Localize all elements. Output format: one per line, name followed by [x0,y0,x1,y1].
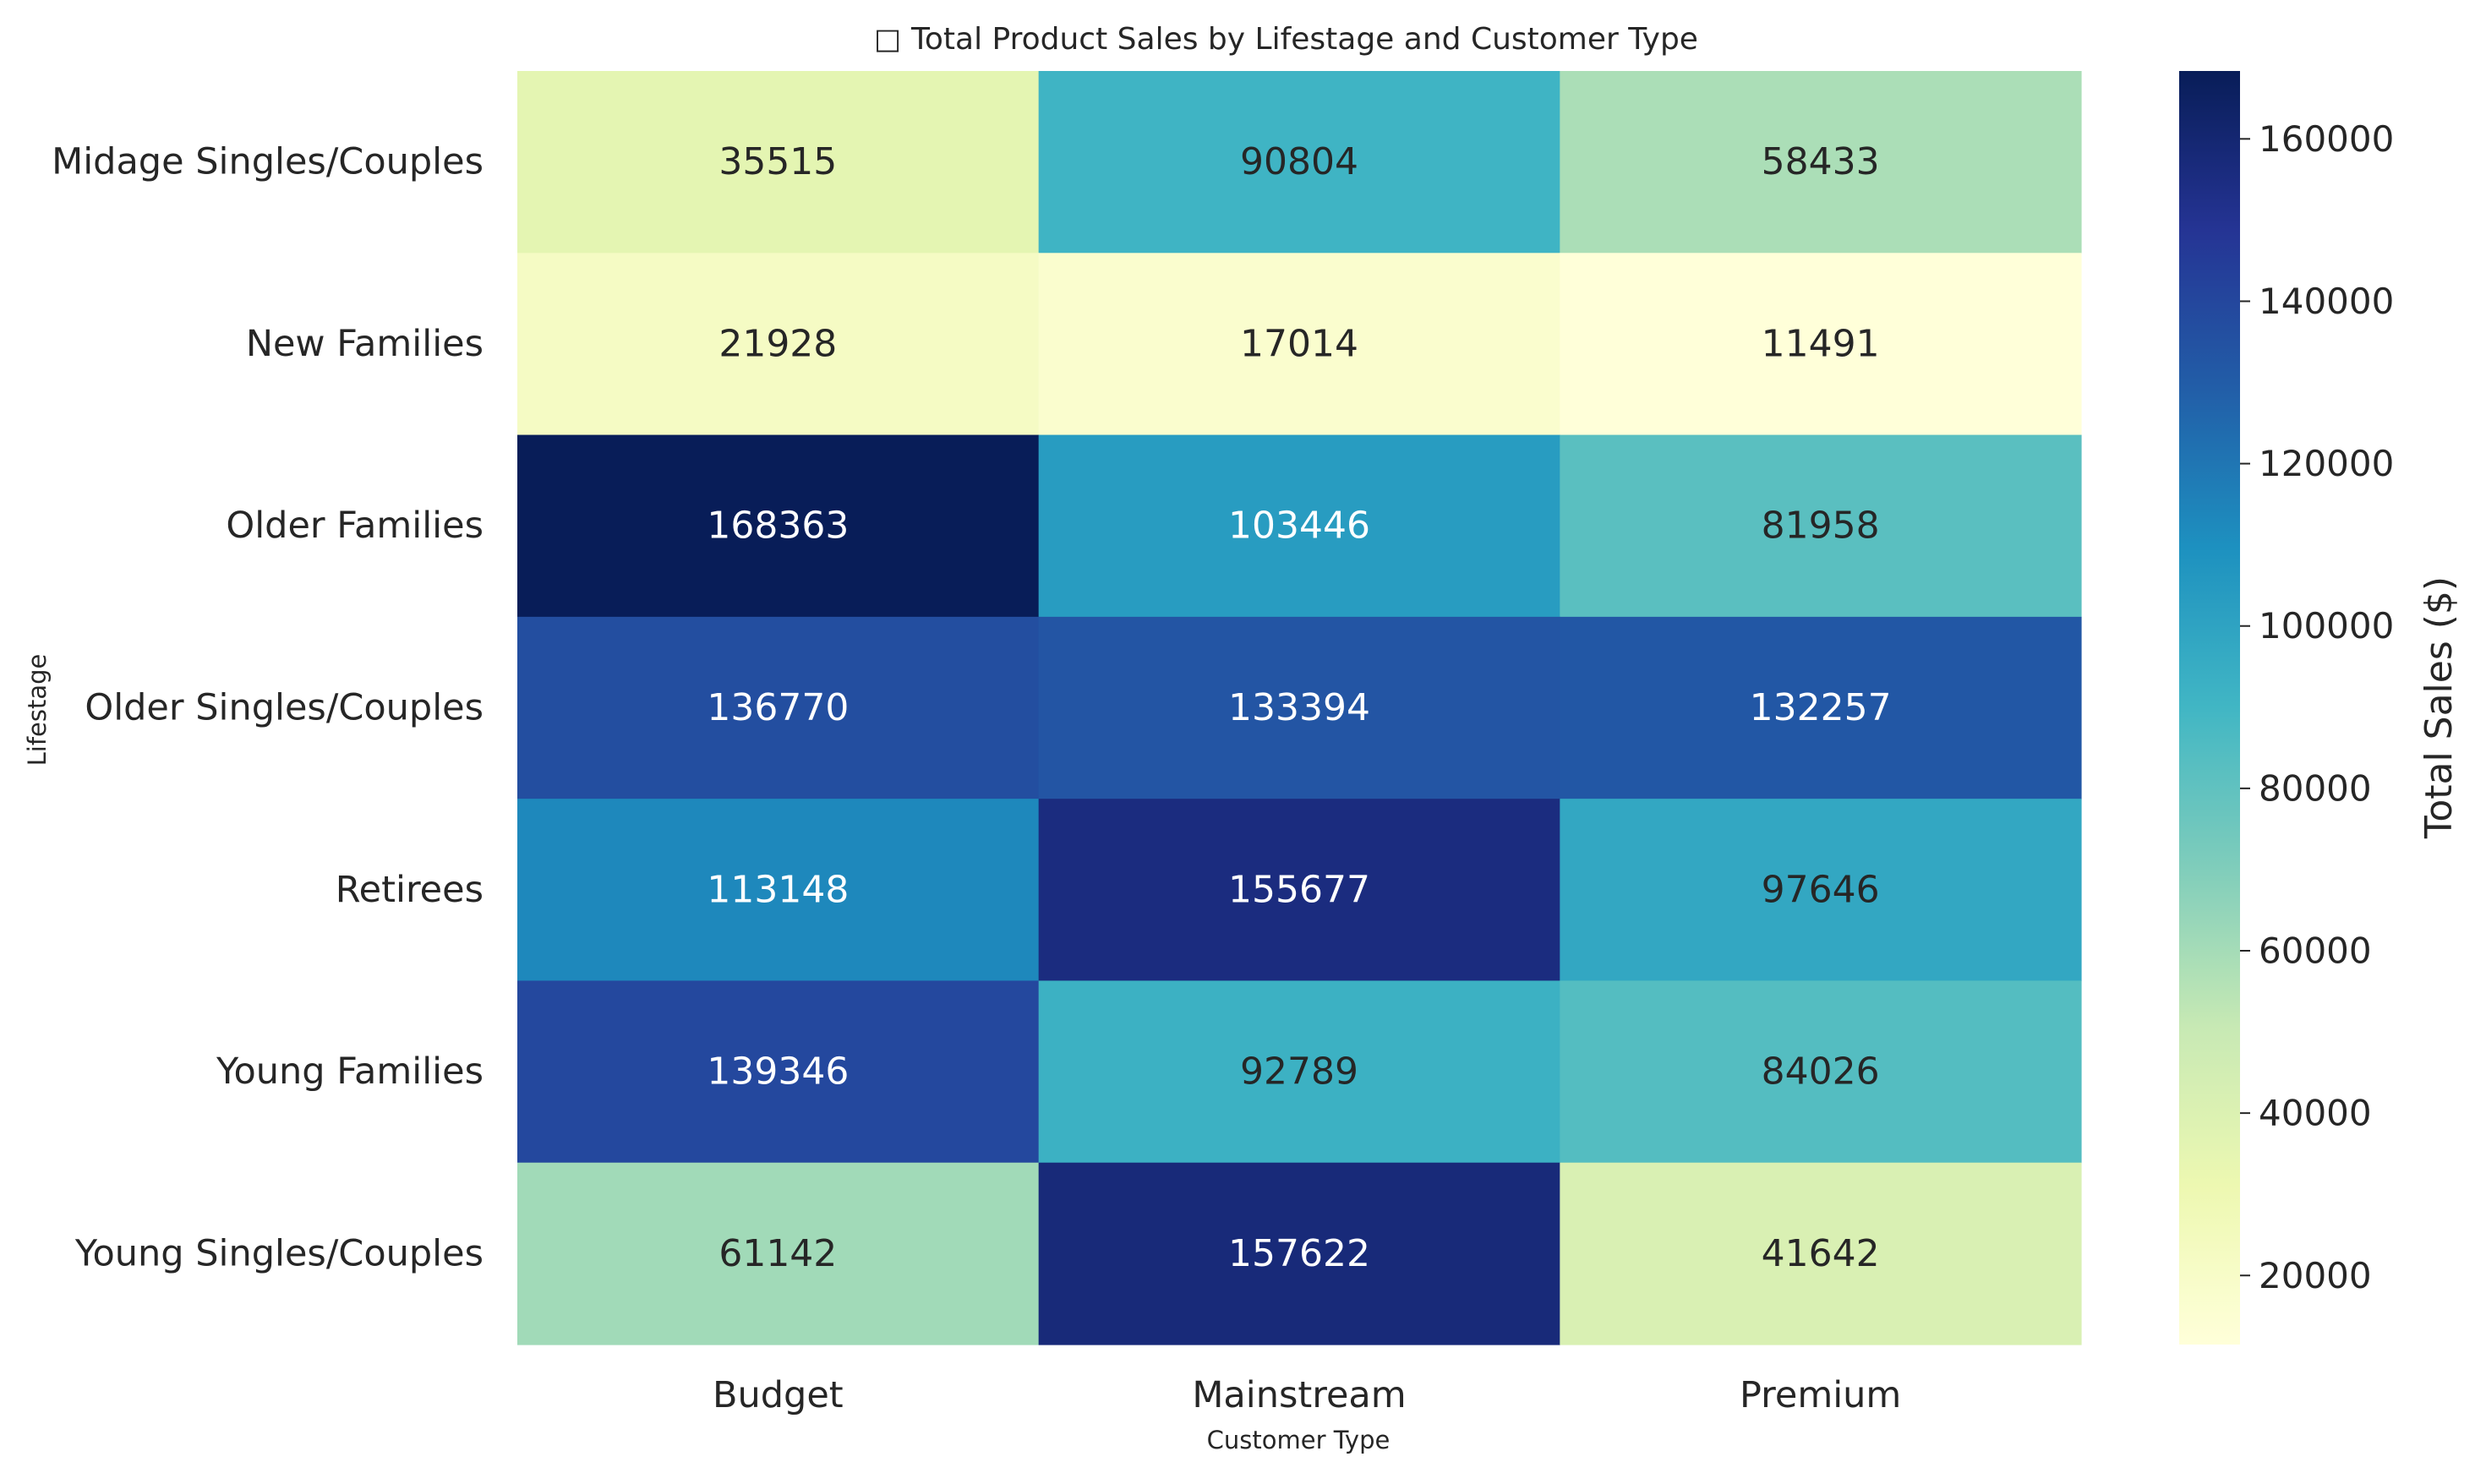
cell-value-label: 35515 [718,140,837,183]
y-tick-label: Midage Singles/Couples [52,141,484,183]
colorbar-tick-label: 100000 [2259,605,2394,647]
cell-value-label: 58433 [1762,140,1880,183]
colorbar-tick-label: 20000 [2259,1255,2372,1296]
heatmap-cell [1560,434,2082,618]
heatmap-cell [517,71,1040,254]
x-tick-label: Premium [1740,1374,1901,1416]
y-tick-label: Young Singles/Couples [74,1232,484,1274]
y-tick-label: New Families [246,323,484,365]
cell-value-label: 168363 [707,505,849,548]
colorbar-tick-label: 140000 [2259,281,2394,322]
x-tick-label: Budget [713,1374,844,1416]
missing-glyph-icon: □ [874,23,901,57]
y-tick-label: Older Families [226,505,484,547]
heatmap-cells [517,71,2082,1345]
chart-title: □ Total Product Sales by Lifestage and C… [874,22,1698,57]
cell-value-label: 97646 [1762,868,1880,911]
heatmap-cell [1038,980,1560,1164]
cell-value-label: 11491 [1762,322,1880,365]
colorbar-gradient [2179,71,2240,1345]
y-tick-label: Older Singles/Couples [85,687,484,729]
y-axis-label: Lifestage [23,654,52,767]
y-axis-tick-labels: Midage Singles/Couples New Families Older … [52,141,484,1275]
cell-value-label: 139346 [707,1050,849,1094]
heatmap-cell [517,1162,1040,1345]
cell-value-label: 103446 [1228,505,1370,548]
heatmap-cell [517,616,1040,799]
heatmap-cell [1038,1162,1560,1345]
colorbar-tick-label: 120000 [2259,443,2394,484]
cell-value-label: 157622 [1228,1232,1370,1275]
cell-value-label: 84026 [1762,1050,1880,1094]
cell-value-label: 113148 [707,868,849,911]
chart-title-text: Total Product Sales by Lifestage and Cus… [910,22,1698,57]
heatmap-cell [517,253,1040,436]
x-axis-label: Customer Type [1207,1426,1391,1454]
y-tick-label: Retirees [336,869,484,911]
heatmap-cell [1038,799,1560,982]
heatmap-cell [517,799,1040,982]
cell-value-label: 41642 [1762,1232,1880,1275]
heatmap-cell [1038,434,1560,618]
cell-value-label: 61142 [718,1232,837,1275]
colorbar-tick-label: 40000 [2259,1093,2372,1134]
heatmap-cell-labels: 35515 90804 58433 21928 17014 11491 168363 1034… [707,140,1891,1275]
cell-value-label: 21928 [718,322,837,365]
cell-value-label: 90804 [1240,140,1358,183]
colorbar-label: Total Sales ($) [2418,576,2461,839]
heatmap-cell [1560,1162,2082,1345]
heatmap-cell [517,434,1040,618]
heatmap-cell [1560,980,2082,1164]
heatmap-cell [1560,71,2082,254]
heatmap-cell [1560,799,2082,982]
colorbar-tick-label: 60000 [2259,930,2372,971]
y-tick-label: Young Families [216,1050,484,1093]
cell-value-label: 92789 [1240,1050,1358,1094]
cell-value-label: 133394 [1228,686,1370,729]
heatmap-cell [1038,71,1560,254]
heatmap-cell [1038,253,1560,436]
x-axis-tick-labels: Budget Mainstream Premium [713,1374,1901,1416]
cell-value-label: 155677 [1228,868,1370,911]
colorbar-tick-label: 160000 [2259,118,2394,160]
cell-value-label: 17014 [1240,322,1358,365]
heatmap-cell [1560,616,2082,799]
heatmap-cell [1038,616,1560,799]
cell-value-label: 81958 [1762,505,1880,548]
heatmap-cell [517,980,1040,1164]
colorbar: 20000 40000 60000 80000 100000 120000 140000 16… [2179,71,2461,1345]
x-tick-label: Mainstream [1192,1374,1406,1416]
cell-value-label: 136770 [707,686,849,729]
colorbar-ticks: 20000 40000 60000 80000 100000 120000 140000 16… [2240,118,2394,1296]
cell-value-label: 132257 [1750,686,1892,729]
heatmap-cell [1560,253,2082,436]
colorbar-tick-label: 80000 [2259,767,2372,809]
